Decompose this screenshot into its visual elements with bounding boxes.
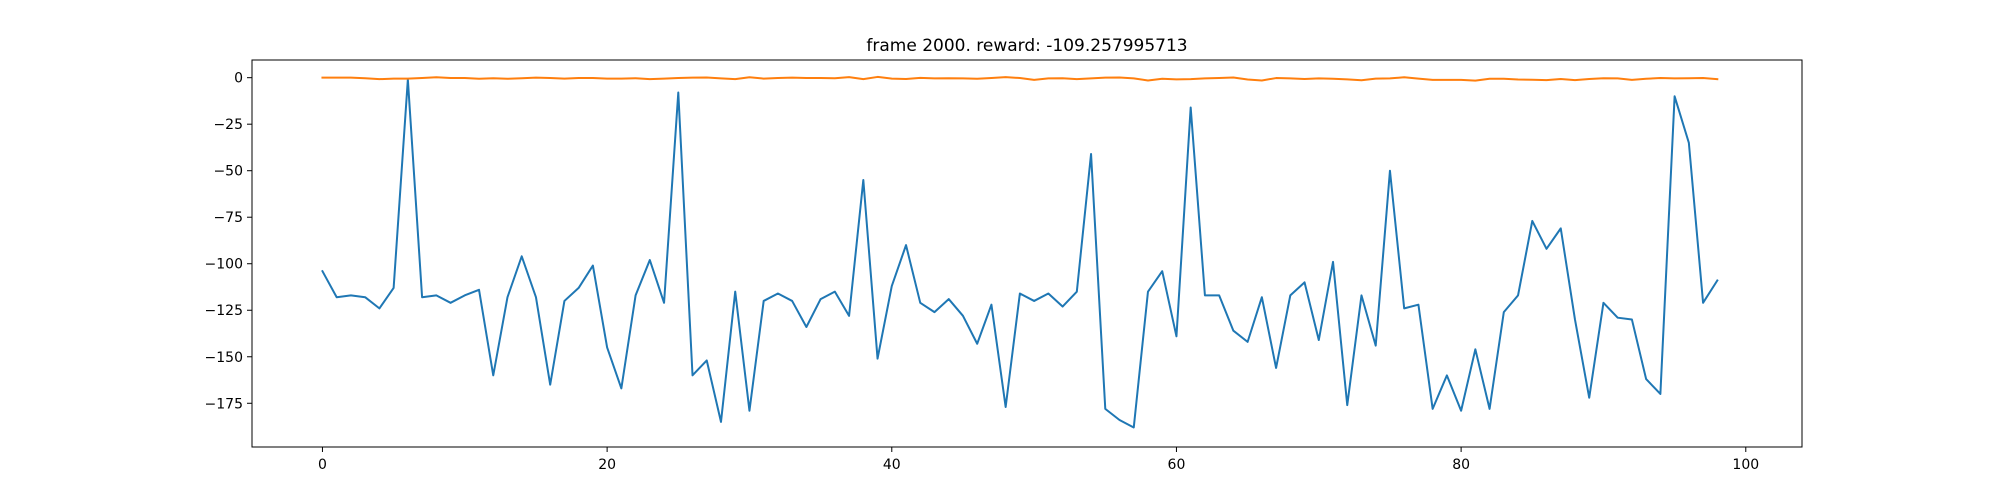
x-tick-label: 60	[1168, 457, 1186, 473]
y-tick-label: −175	[205, 396, 243, 412]
y-tick-label: −75	[213, 210, 243, 226]
x-tick-label: 0	[318, 457, 327, 473]
x-tick-label: 80	[1452, 457, 1470, 473]
x-tick-label: 40	[883, 457, 901, 473]
y-tick-label: −150	[205, 350, 243, 366]
chart-title: frame 2000. reward: -109.257995713	[866, 36, 1187, 56]
axes: 0 20 40 60 80 100 0 −25 −50 −75 −100 −125 −150 −175	[205, 59, 1803, 473]
axes-frame	[251, 59, 1803, 448]
y-tick-label: 0	[234, 71, 243, 87]
y-tick-label: −50	[213, 164, 243, 180]
series-line-1	[321, 75, 1719, 82]
series-line-0	[321, 78, 1719, 429]
y-tick-label: −100	[205, 257, 243, 273]
x-tick-label: 20	[598, 457, 616, 473]
y-tick-label: −25	[213, 117, 243, 133]
y-tick-label: −125	[205, 303, 243, 319]
plot-area	[321, 75, 1719, 429]
x-tick-label: 100	[1732, 457, 1759, 473]
